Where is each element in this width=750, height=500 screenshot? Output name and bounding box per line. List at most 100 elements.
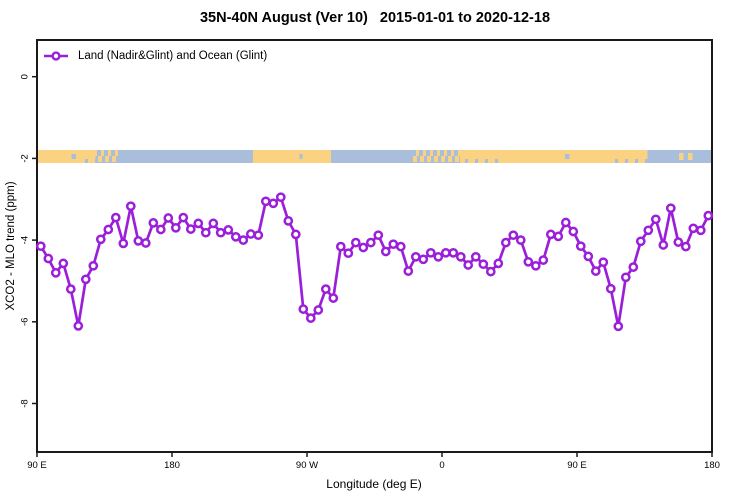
data-point-marker	[395, 241, 406, 252]
data-point-marker	[163, 213, 174, 223]
data-point-marker	[268, 198, 279, 209]
data-point-marker	[673, 237, 684, 247]
land-ocean-strip	[37, 150, 712, 163]
data-point-marker	[208, 218, 219, 229]
data-point-marker	[635, 236, 646, 247]
data-series-line	[39, 195, 710, 328]
data-point-marker	[343, 248, 354, 259]
strip-ocean-segment	[331, 150, 412, 163]
legend: Land (Nadir&Glint) and Ocean (Glint)	[43, 50, 267, 62]
strip-land-segment	[500, 150, 612, 163]
data-point-marker	[140, 238, 151, 248]
page-title: 35N-40N August (Ver 10) 2015-01-01 to 20…	[199, 10, 551, 26]
data-point-marker	[328, 293, 339, 303]
strip-land-segment	[253, 150, 331, 163]
legend-label: Land (Nadir&Glint) and Ocean (Glint)	[78, 50, 268, 62]
data-point-marker	[598, 257, 609, 268]
data-point-marker	[95, 234, 106, 245]
plot-frame	[36, 39, 713, 453]
data-point-marker	[695, 225, 706, 236]
data-point-marker	[365, 237, 376, 248]
data-point-marker	[170, 222, 181, 233]
strip-ocean-segment	[118, 150, 253, 163]
data-point-marker	[193, 218, 204, 229]
data-point-marker	[65, 284, 76, 294]
data-point-marker	[470, 251, 481, 262]
data-point-marker	[493, 258, 504, 269]
data-point-marker	[275, 192, 286, 203]
svg-text:-6: -6	[20, 318, 31, 326]
data-point-marker	[298, 304, 309, 314]
data-point-marker	[50, 267, 61, 278]
data-point-marker	[628, 262, 639, 272]
data-point-marker	[620, 272, 631, 283]
data-point-marker	[260, 196, 271, 207]
svg-text:-4: -4	[20, 236, 31, 244]
data-point-marker	[448, 247, 459, 258]
data-point-marker	[500, 237, 511, 248]
data-point-marker	[388, 239, 399, 250]
data-point-marker	[245, 229, 256, 239]
strip-land-segment	[37, 150, 81, 163]
data-point-marker	[73, 321, 84, 331]
svg-text:-2: -2	[20, 154, 31, 162]
y-axis-ticks: 0 -2 -4 -6 -8	[20, 74, 37, 408]
strip-mixL-segment	[611, 150, 648, 163]
data-point-marker	[335, 241, 346, 252]
data-series-markers	[35, 192, 714, 332]
data-point-marker	[230, 231, 241, 242]
data-point-marker	[290, 229, 301, 240]
data-point-marker	[478, 259, 489, 270]
data-point-marker	[35, 241, 46, 252]
data-point-marker	[305, 313, 316, 323]
data-point-marker	[523, 256, 534, 267]
data-point-marker	[650, 214, 661, 225]
data-point-marker	[568, 226, 579, 237]
data-point-marker	[80, 274, 91, 285]
data-point-marker	[590, 266, 601, 276]
data-point-marker	[605, 283, 616, 294]
line-marker-icon	[44, 51, 68, 61]
data-point-marker	[185, 224, 196, 234]
svg-text:180: 180	[164, 460, 180, 471]
data-point-marker	[223, 225, 234, 235]
data-point-marker	[485, 266, 496, 277]
data-point-marker	[425, 247, 436, 258]
data-point-marker	[583, 251, 594, 262]
data-point-marker	[688, 223, 699, 234]
data-point-marker	[545, 229, 556, 240]
data-point-marker	[703, 210, 714, 221]
data-point-marker	[418, 254, 429, 265]
data-point-marker	[320, 284, 331, 294]
x-axis-ticks: 90 E 180 90 W 0 90 E 180	[27, 452, 720, 471]
data-point-marker	[350, 237, 361, 248]
data-point-marker	[88, 260, 99, 271]
data-point-marker	[463, 260, 474, 270]
data-point-marker	[103, 224, 114, 235]
data-point-marker	[515, 235, 526, 245]
data-point-marker	[433, 251, 444, 262]
data-point-marker	[613, 321, 624, 332]
data-point-marker	[253, 230, 264, 241]
data-point-marker	[410, 251, 421, 262]
data-point-marker	[575, 241, 586, 252]
strip-mixL-segment	[460, 150, 501, 163]
svg-text:90 E: 90 E	[27, 460, 47, 471]
data-point-marker	[148, 218, 159, 228]
data-point-marker	[508, 230, 519, 241]
strip-mix-segment	[95, 150, 118, 163]
data-point-marker	[440, 247, 451, 258]
data-point-marker	[110, 212, 121, 223]
data-point-marker	[238, 235, 249, 245]
data-point-marker	[200, 227, 211, 238]
data-point-marker	[560, 217, 571, 228]
x-axis-title: Longitude (deg E)	[326, 477, 422, 491]
svg-text:180: 180	[704, 460, 720, 471]
data-point-marker	[680, 241, 691, 252]
data-point-marker	[373, 230, 384, 241]
data-point-marker	[658, 240, 669, 250]
data-point-marker	[58, 258, 69, 269]
data-point-marker	[403, 266, 414, 276]
